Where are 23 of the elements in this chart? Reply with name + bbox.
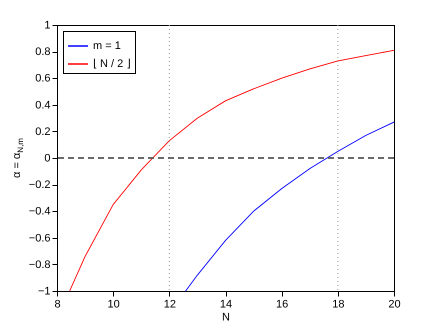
- y-tick-label: −0.8: [28, 258, 50, 271]
- x-tick-label: 20: [388, 298, 401, 310]
- x-tick-label: 18: [332, 298, 344, 310]
- x-tick-label: 8: [54, 298, 61, 310]
- line-series: [185, 122, 394, 291]
- y-tick-label: −0.4: [28, 206, 50, 218]
- x-tick-label: 16: [276, 298, 288, 310]
- y-tick-label: 1: [44, 20, 50, 32]
- x-tick-label: 12: [164, 298, 176, 310]
- y-tick-label: 0.8: [35, 46, 50, 58]
- line-series: [69, 50, 394, 291]
- y-tick-label: 0.2: [35, 126, 50, 138]
- y-tick-label: −0.6: [28, 232, 50, 244]
- y-tick-label: −1: [38, 286, 50, 298]
- legend-label: ⌊ N / 2 ⌋: [93, 58, 130, 70]
- y-tick-label: 0: [44, 152, 50, 164]
- y-tick-label: −0.2: [28, 179, 50, 192]
- x-tick-label: 10: [108, 298, 120, 310]
- y-tick-label: 0.4: [35, 99, 50, 112]
- legend-label: m = 1: [93, 40, 121, 52]
- x-axis-title: N: [222, 312, 230, 324]
- y-tick-label: 0.6: [35, 72, 50, 85]
- x-tick-label: 14: [220, 298, 232, 310]
